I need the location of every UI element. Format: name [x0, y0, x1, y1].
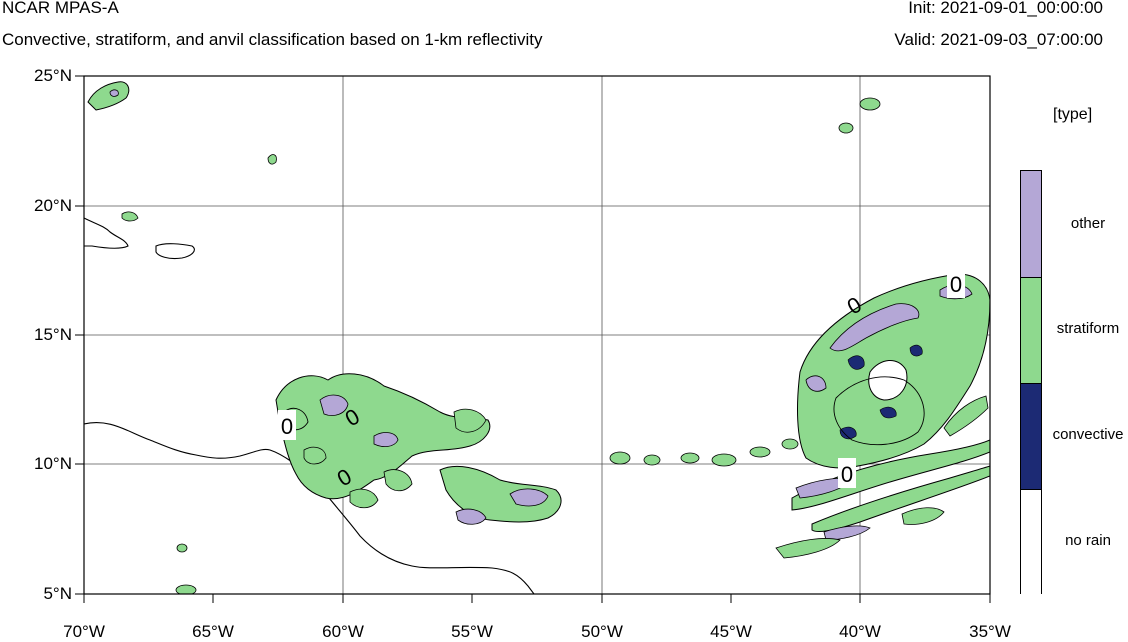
- lon-tick-55w: 55°W: [451, 622, 493, 641]
- legend-swatch-other: [1021, 171, 1041, 278]
- model-title: NCAR MPAS-A: [2, 0, 119, 17]
- valid-time: Valid: 2021-09-03_07:00:00: [894, 30, 1103, 49]
- island-outline: [155, 243, 195, 260]
- tick-marks: [75, 75, 991, 603]
- lat-tick-10n: 10°N: [34, 454, 72, 473]
- legend-label-convective: convective: [1052, 426, 1124, 443]
- lon-tick-40w: 40°W: [839, 622, 881, 641]
- lat-tick-5n: 5°N: [43, 584, 72, 603]
- tropical-cyclone: [797, 273, 990, 469]
- contour-label: 0: [950, 272, 962, 297]
- legend-label-no-rain: no rain: [1065, 532, 1111, 549]
- legend-label-stratiform: stratiform: [1056, 320, 1120, 337]
- lat-tick-20n: 20°N: [34, 196, 72, 215]
- lon-tick-45w: 45°W: [710, 622, 752, 641]
- lat-tick-25n: 25°N: [34, 66, 72, 85]
- lat-tick-15n: 15°N: [34, 325, 72, 344]
- legend-swatch-no-rain: [1021, 490, 1041, 595]
- precip-scattered: [175, 97, 881, 594]
- legend-label-other: other: [1070, 215, 1106, 232]
- lon-tick-50w: 50°W: [581, 622, 623, 641]
- lon-tick-35w: 35°W: [969, 622, 1011, 641]
- init-time: Init: 2021-09-01_00:00:00: [908, 0, 1103, 17]
- legend-colorbar: [1020, 170, 1042, 595]
- plot-subtitle: Convective, stratiform, and anvil classi…: [2, 30, 543, 49]
- legend-title: [type]: [1053, 106, 1093, 123]
- legend-swatch-stratiform: [1021, 278, 1041, 384]
- lon-tick-65w: 65°W: [192, 622, 234, 641]
- lon-tick-60w: 60°W: [322, 622, 364, 641]
- legend-swatch-convective: [1021, 384, 1041, 490]
- lon-tick-70w: 70°W: [63, 622, 105, 641]
- precip-cluster-west: [275, 373, 562, 525]
- coastline-north: [84, 217, 129, 249]
- precip-nw: [87, 81, 277, 222]
- map-content: 0 0 0 0 0 0: [84, 76, 990, 594]
- contour-label: 0: [281, 414, 293, 439]
- contour-label: 0: [841, 462, 853, 487]
